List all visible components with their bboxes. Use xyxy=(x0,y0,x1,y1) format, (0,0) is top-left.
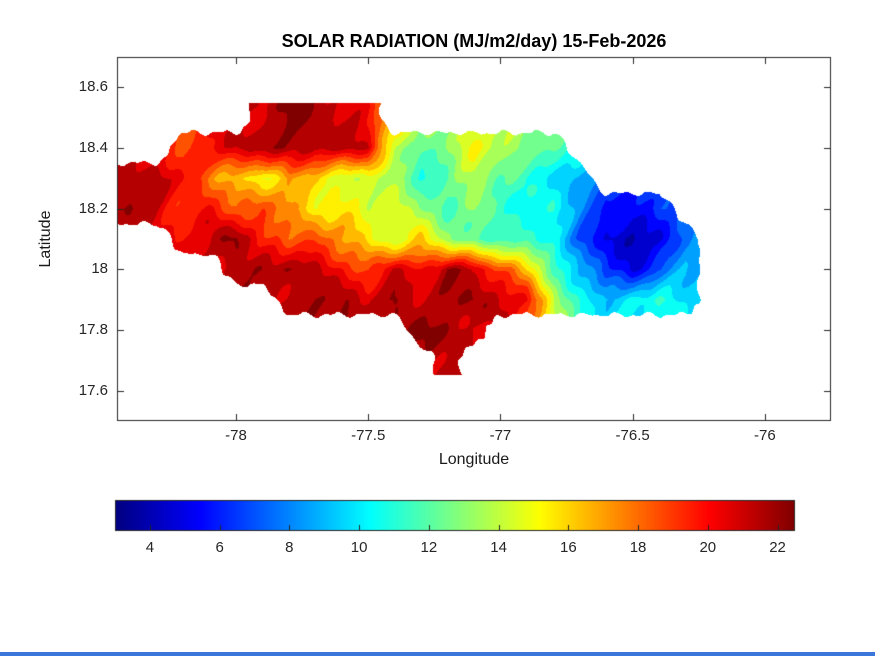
x-tick-label--77.5: -77.5 xyxy=(351,427,386,444)
x-tick-label--77: -77 xyxy=(489,427,512,444)
y-tick-label-18.6: 18.6 xyxy=(78,78,108,96)
x-tick-label--78: -78 xyxy=(225,427,247,444)
y-axis-label: Latitude xyxy=(37,210,54,268)
y-tick-label-17.6: 17.6 xyxy=(78,381,108,399)
y-tick-label-18.2: 18.2 xyxy=(78,199,108,217)
colorbar-tick-label-14: 14 xyxy=(490,539,507,556)
colorbar-tick-label-18: 18 xyxy=(629,539,647,556)
y-tick-label-18.4: 18.4 xyxy=(78,139,108,156)
window-bottom-edge xyxy=(0,652,875,656)
x-axis-label: Longitude xyxy=(438,451,510,468)
y-tick-label-18: 18 xyxy=(91,260,108,278)
x-tick-label--76: -76 xyxy=(754,427,776,444)
colorbar-tick-label-22: 22 xyxy=(769,539,786,556)
chart-title: SOLAR RADIATION (MJ/m2/day) 15-Feb-2026 xyxy=(281,31,667,51)
x-tick-label--76.5: -76.5 xyxy=(615,427,650,444)
colorbar-tick-label-16: 16 xyxy=(559,539,577,556)
y-tick-label-17.8: 17.8 xyxy=(78,321,108,338)
colorbar-tick-label-10: 10 xyxy=(350,539,368,556)
colorbar-tick-label-8: 8 xyxy=(285,539,294,556)
colorbar-tick-label-12: 12 xyxy=(420,539,438,556)
colorbar-tick-label-6: 6 xyxy=(215,539,224,556)
colorbar-tick-label-20: 20 xyxy=(699,539,717,556)
colorbar-tick-label-4: 4 xyxy=(145,539,155,556)
